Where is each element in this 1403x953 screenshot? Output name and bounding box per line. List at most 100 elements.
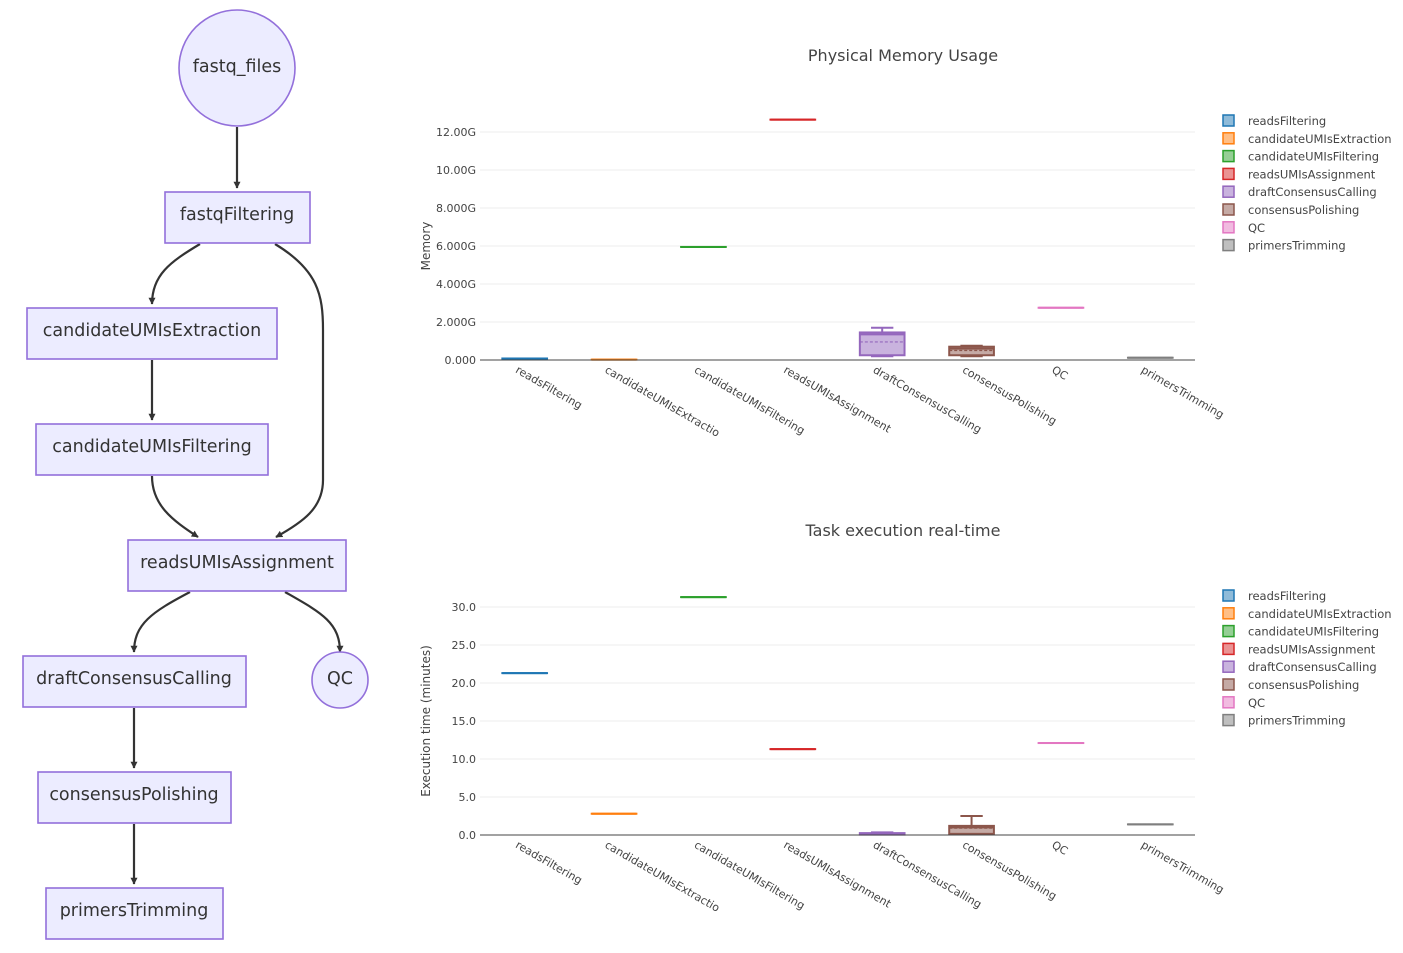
node-fastq_files: fastq_files — [179, 10, 295, 126]
y-tick-label: 5.0 — [459, 791, 477, 804]
legend-item-QC: QC — [1223, 221, 1265, 235]
x-tick-label: primersTrimming — [1139, 363, 1226, 421]
legend-label: primersTrimming — [1248, 714, 1346, 728]
legend-item-consensusPolishing: consensusPolishing — [1223, 203, 1359, 217]
legend-label: candidateUMIsExtraction — [1248, 132, 1392, 146]
legend-item-candidateUMIsExtraction: candidateUMIsExtraction — [1223, 132, 1392, 146]
legend-item-readsFiltering: readsFiltering — [1223, 589, 1326, 603]
box-iqr — [860, 332, 905, 355]
y-tick-label: 15.0 — [452, 715, 477, 728]
y-tick-label: 0.0 — [459, 829, 477, 842]
node-consensusPolishing: consensusPolishing — [38, 772, 231, 823]
legend-label: consensusPolishing — [1248, 203, 1359, 217]
y-tick-label: 10.00G — [436, 164, 476, 177]
legend-label: draftConsensusCalling — [1248, 660, 1377, 674]
box-draftConsensusCalling — [860, 328, 905, 357]
y-tick-label: 10.0 — [452, 753, 477, 766]
legend: readsFiltering candidateUMIsExtraction can… — [1223, 589, 1392, 728]
y-axis-title: Execution time (minutes) — [419, 645, 433, 797]
x-tick-label: readsFiltering — [513, 363, 584, 412]
legend-swatch — [1223, 626, 1234, 637]
y-tick-label: 2.000G — [436, 316, 476, 329]
legend-item-QC: QC — [1223, 696, 1265, 710]
y-tick-label: 8.000G — [436, 202, 476, 215]
legend-label: draftConsensusCalling — [1248, 185, 1377, 199]
node-readsUMIsAssignment: readsUMIsAssignment — [128, 540, 346, 591]
legend-item-readsFiltering: readsFiltering — [1223, 114, 1326, 128]
legend-item-readsUMIsAssignment: readsUMIsAssignment — [1223, 167, 1376, 181]
legend-swatch — [1223, 240, 1234, 251]
legend-item-consensusPolishing: consensusPolishing — [1223, 678, 1359, 692]
legend-swatch — [1223, 590, 1234, 601]
legend-swatch — [1223, 697, 1234, 708]
legend-label: candidateUMIsFiltering — [1248, 150, 1379, 164]
legend-item-candidateUMIsFiltering: candidateUMIsFiltering — [1223, 625, 1379, 639]
memory-usage-chart-svg: Physical Memory Usage 0.000 2.000G 4.000G 6.… — [400, 0, 1403, 474]
node-candidateUMIsFiltering: candidateUMIsFiltering — [36, 424, 268, 475]
memory-usage-chart: Physical Memory Usage 0.000 2.000G 4.000G 6.… — [400, 0, 1403, 474]
legend-swatch — [1223, 715, 1234, 726]
legend-swatch — [1223, 151, 1234, 162]
workflow-flowchart: fastq_files fastqFiltering candidateUMIs… — [0, 0, 400, 949]
legend-item-candidateUMIsFiltering: candidateUMIsFiltering — [1223, 150, 1379, 164]
legend-label: readsFiltering — [1248, 589, 1326, 603]
node-fastqFiltering: fastqFiltering — [165, 192, 310, 243]
legend-label: candidateUMIsFiltering — [1248, 625, 1379, 639]
x-tick-label: QC — [1049, 363, 1070, 383]
node-label: candidateUMIsFiltering — [52, 437, 251, 457]
legend-item-primersTrimming: primersTrimming — [1223, 239, 1346, 253]
node-label: primersTrimming — [60, 901, 209, 921]
legend-label: readsUMIsAssignment — [1248, 167, 1376, 181]
y-tick-label: 30.0 — [452, 601, 477, 614]
x-tick-label: readsFiltering — [513, 838, 584, 887]
node-label: readsUMIsAssignment — [140, 553, 334, 573]
legend-label: readsFiltering — [1248, 114, 1326, 128]
y-gridlines — [480, 132, 1195, 322]
legend-swatch — [1223, 643, 1234, 654]
legend-swatch — [1223, 661, 1234, 672]
legend-label: candidateUMIsExtraction — [1248, 607, 1392, 621]
legend-label: readsUMIsAssignment — [1248, 642, 1376, 656]
y-axis-title: Memory — [419, 222, 433, 271]
legend-swatch — [1223, 608, 1234, 619]
legend-swatch — [1223, 204, 1234, 215]
y-tick-label: 4.000G — [436, 278, 476, 291]
node-draftConsensusCalling: draftConsensusCalling — [23, 656, 246, 707]
legend-item-draftConsensusCalling: draftConsensusCalling — [1223, 660, 1377, 674]
edge-fastqFiltering-candidateUMIsExtraction — [152, 244, 200, 304]
chart-title: Physical Memory Usage — [808, 46, 998, 65]
box-draftConsensusCalling — [860, 832, 905, 834]
chart-title: Task execution real-time — [805, 521, 1001, 540]
legend-swatch — [1223, 222, 1234, 233]
y-tick-label: 6.000G — [436, 240, 476, 253]
node-primersTrimming: primersTrimming — [46, 888, 223, 939]
box-series — [502, 120, 1172, 360]
y-tick-labels: 0.05.010.015.020.025.030.0 — [452, 601, 477, 842]
legend-swatch — [1223, 168, 1234, 179]
x-tick-label: QC — [1049, 838, 1070, 858]
legend-label: primersTrimming — [1248, 239, 1346, 253]
legend-item-primersTrimming: primersTrimming — [1223, 714, 1346, 728]
legend-swatch — [1223, 115, 1234, 126]
node-label: fastqFiltering — [180, 205, 294, 225]
legend-label: QC — [1248, 696, 1265, 710]
x-tick-label: consensusPolishing — [960, 838, 1059, 902]
edge-candidateUMIsFiltering-readsUMIsAssignment — [152, 476, 198, 537]
node-candidateUMIsExtraction: candidateUMIsExtraction — [27, 308, 277, 359]
legend-label: QC — [1248, 221, 1265, 235]
edge-readsUMIsAssignment-QC — [285, 592, 340, 652]
edge-fastqFiltering-readsUMIsAssignment — [275, 244, 323, 537]
y-tick-labels: 0.0002.000G4.000G6.000G8.000G10.00G12.00… — [436, 126, 476, 367]
legend-item-candidateUMIsExtraction: candidateUMIsExtraction — [1223, 607, 1392, 621]
edge-readsUMIsAssignment-draftConsensusCalling — [134, 592, 190, 652]
y-tick-label: 0.000 — [445, 354, 477, 367]
node-label: QC — [327, 669, 353, 689]
legend-swatch — [1223, 133, 1234, 144]
legend-item-readsUMIsAssignment: readsUMIsAssignment — [1223, 642, 1376, 656]
execution-time-chart-svg: Task execution real-time0.05.010.015.020… — [400, 475, 1403, 949]
node-QC: QC — [312, 652, 368, 708]
node-label: draftConsensusCalling — [36, 669, 232, 689]
